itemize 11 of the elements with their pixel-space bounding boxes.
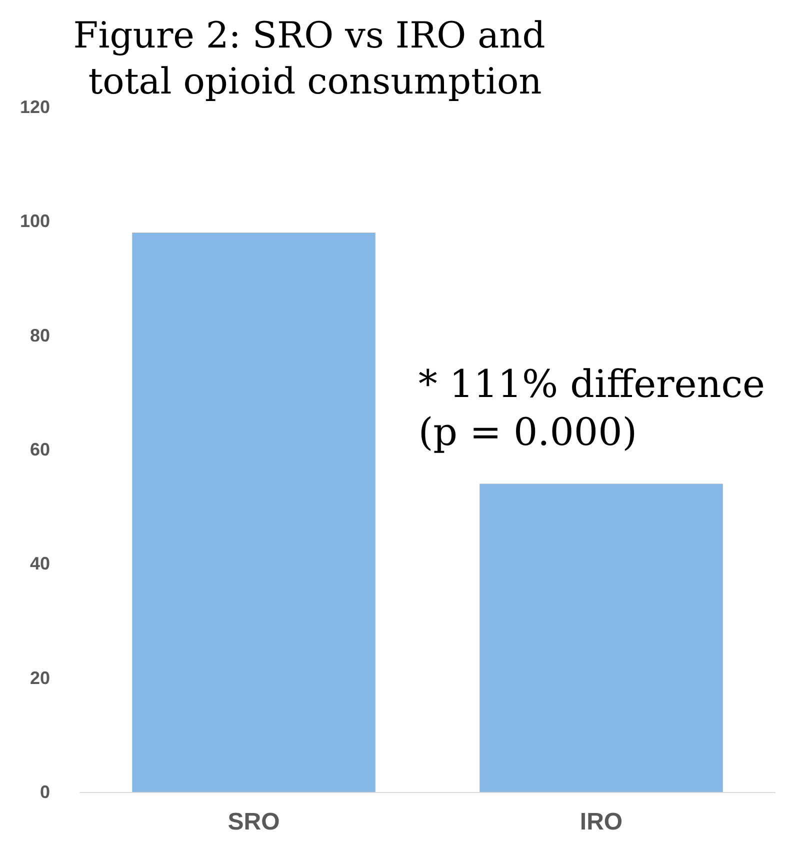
annotation: * 111% difference (p = 0.000) xyxy=(418,362,766,454)
x-tick-label: IRO xyxy=(580,808,623,836)
x-tick-label: SRO xyxy=(228,808,280,836)
y-tick-label: 120 xyxy=(20,97,50,117)
y-tick-label: 80 xyxy=(30,325,50,346)
y-tick-label: 100 xyxy=(20,211,50,232)
y-tick-label: 20 xyxy=(30,668,50,688)
y-tick-label: 60 xyxy=(30,440,50,460)
y-tick-label: 40 xyxy=(30,554,50,574)
chart-title: Figure 2: SRO vs IRO and total opioid consumption xyxy=(73,16,557,102)
y-tick-label: 0 xyxy=(40,782,50,802)
